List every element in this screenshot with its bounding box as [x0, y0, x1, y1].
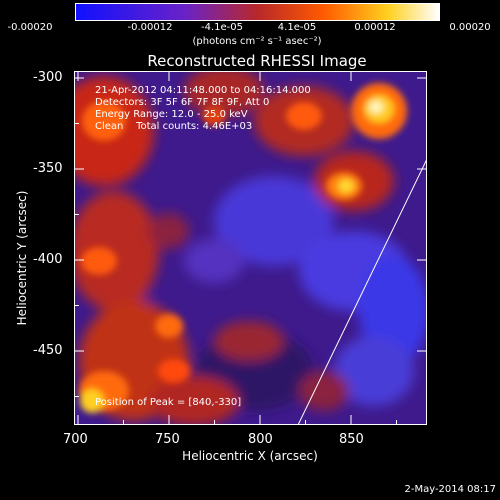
y-tick-label: -300: [33, 70, 63, 85]
x-ticks: [77, 71, 397, 425]
y-tick-label: -350: [33, 161, 63, 176]
bright-sources: [79, 83, 407, 413]
colorbar-tick: 4.1e-05: [277, 22, 317, 33]
colorbar-tick: -4.1e-05: [201, 22, 243, 33]
plot-frame: [74, 71, 427, 425]
footer-date: 2-May-2014 08:17: [404, 484, 496, 495]
y-tick-label: -400: [33, 252, 63, 267]
solar-limb-line: [297, 158, 427, 425]
colorbar-tick: 0.00020: [449, 22, 491, 33]
x-axis-label: Heliocentric X (arcsec): [182, 449, 318, 463]
colorbar-tick: -0.00020: [7, 22, 53, 33]
peak-position: Position of Peak = [840,-330]: [95, 397, 242, 408]
colorbar-tick-labels: -0.00020 -0.00012 -4.1e-05 4.1e-05 0.000…: [0, 22, 500, 36]
x-tick-label: 750: [155, 432, 180, 447]
colorbar-units: (photons cm⁻² s⁻¹ asec⁻²): [192, 36, 322, 47]
colorbar-tick: -0.00012: [127, 22, 173, 33]
emission-field: [74, 71, 427, 425]
observation-info: 21-Apr-2012 04:11:48.000 to 04:16:14.000…: [95, 85, 311, 133]
rhessi-image-plot: [74, 71, 427, 425]
time-range: 21-Apr-2012 04:11:48.000 to 04:16:14.000: [95, 85, 311, 96]
x-tick-label: 850: [339, 432, 364, 447]
y-ticks: [74, 77, 427, 397]
detectors: Detectors: 3F 5F 6F 7F 8F 9F, Att 0: [95, 97, 270, 108]
energy-range: Energy Range: 12.0 - 25.0 keV: [95, 109, 248, 120]
colorbar-tick: 0.00012: [354, 22, 396, 33]
method-counts: Clean Total counts: 4.46E+03: [95, 121, 253, 132]
x-tick-label: 800: [248, 432, 273, 447]
image-title: Reconstructed RHESSI Image: [147, 52, 367, 70]
y-tick-label: -450: [33, 343, 63, 358]
y-axis-label: Heliocentric Y (arcsec): [15, 190, 29, 326]
colorbar: [75, 3, 440, 21]
x-tick-label: 700: [63, 432, 88, 447]
